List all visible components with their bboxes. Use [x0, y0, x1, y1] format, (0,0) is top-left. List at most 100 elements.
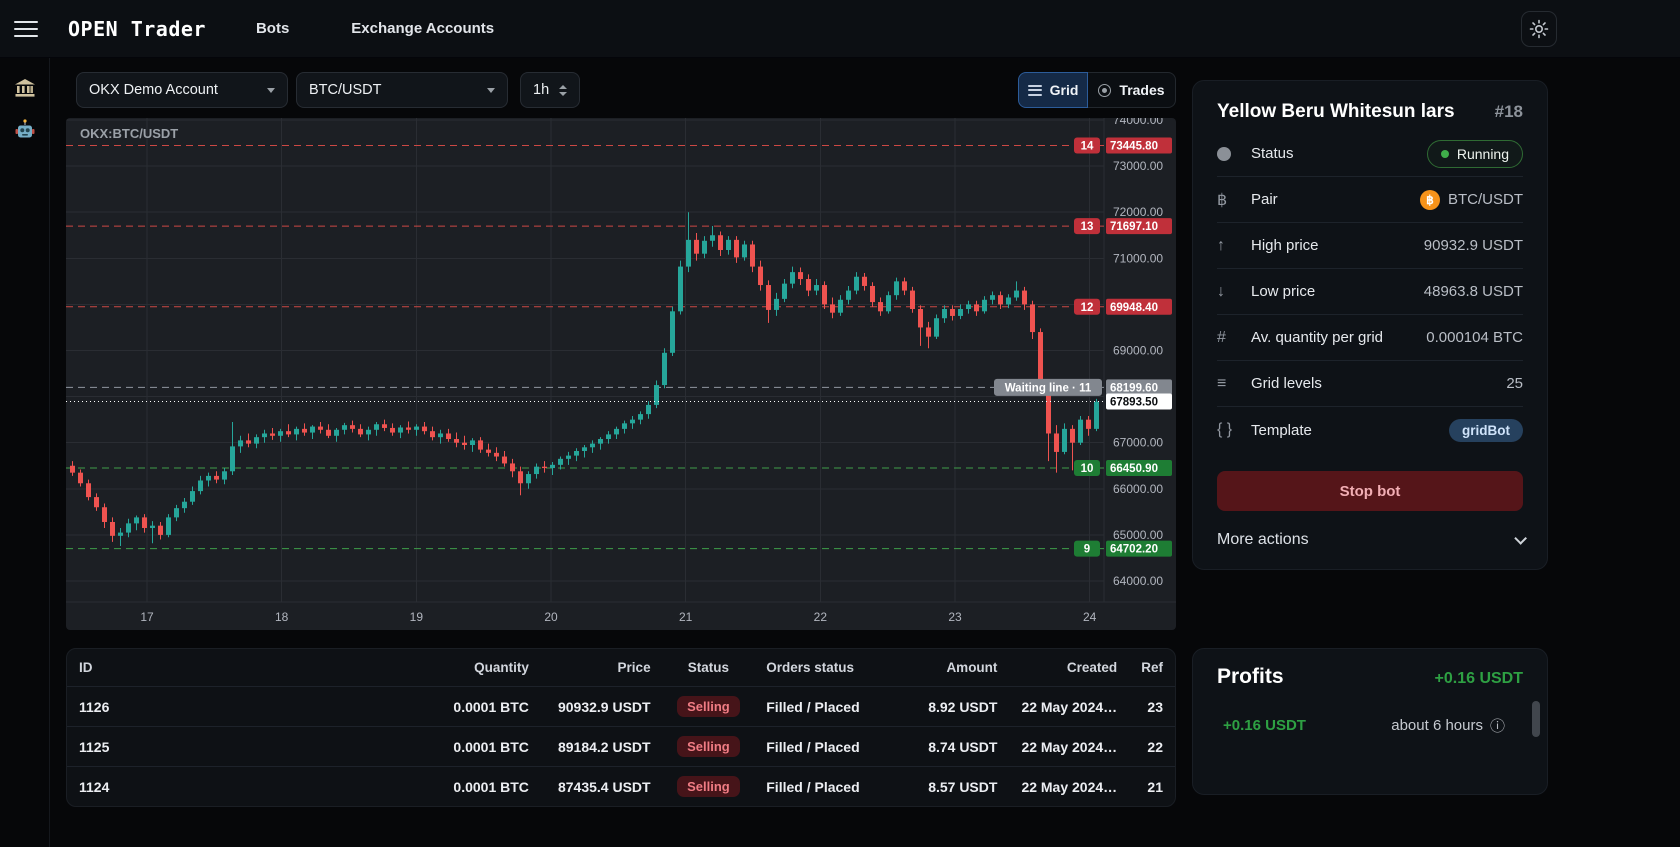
order-row[interactable]: 1125 0.0001 BTC 89184.2 USDT Selling Fil… — [67, 726, 1175, 767]
bot-row-template: { } Template gridBot — [1217, 407, 1523, 453]
order-amount: 8.92 USDT — [898, 686, 1010, 727]
low-price-value: 48963.8 USDT — [1423, 283, 1523, 300]
svg-text:69948.40: 69948.40 — [1110, 302, 1158, 314]
order-orders-status: Filled / Placed — [754, 686, 899, 727]
ordered-list-icon: ≡ — [1217, 374, 1227, 392]
order-orders-status: Filled / Placed — [754, 726, 899, 767]
svg-text:17: 17 — [140, 610, 154, 624]
chart-controls: OKX Demo Account BTC/USDT 1h Grid Trades — [76, 72, 1176, 108]
running-status-badge: Running — [1426, 139, 1523, 168]
svg-text:20: 20 — [544, 610, 558, 624]
bot-row-pair: ฿ Pair ฿ BTC/USDT — [1217, 177, 1523, 223]
svg-text:73445.80: 73445.80 — [1110, 141, 1158, 153]
svg-text:18: 18 — [275, 610, 289, 624]
order-price: 90932.9 USDT — [540, 686, 663, 727]
candlestick-chart[interactable]: 74000.00 73000.00 72000.00 71000.00 69000.00… — [66, 118, 1176, 630]
profits-total: +0.16 USDT — [1434, 670, 1523, 687]
bitcoin-icon: ฿ — [1217, 191, 1228, 209]
col-amount: Amount — [946, 660, 998, 675]
order-amount: 8.57 USDT — [898, 766, 1010, 806]
svg-text:23: 23 — [948, 610, 962, 624]
bots-robot-icon[interactable] — [13, 118, 37, 142]
exchange-accounts-bank-icon[interactable] — [13, 76, 37, 100]
view-toggle-grid[interactable]: Grid — [1018, 72, 1088, 108]
order-row[interactable]: 1126 0.0001 BTC 90932.9 USDT Selling Fil… — [67, 686, 1175, 727]
interval-stepper[interactable]: 1h — [520, 72, 580, 108]
order-id: 1125 — [67, 726, 413, 767]
orders-header-row: ID Quantity Price Status Orders status A… — [67, 649, 1175, 687]
order-orders-status: Filled / Placed — [754, 766, 899, 806]
svg-text:19: 19 — [410, 610, 424, 624]
radio-target-icon — [1098, 83, 1112, 97]
bot-row-status: Status Running — [1217, 131, 1523, 177]
stepper-arrows-icon[interactable] — [559, 84, 567, 96]
info-icon[interactable]: ⓘ — [1489, 718, 1505, 735]
bot-row-high-price: ↑ High price 90932.9 USDT — [1217, 223, 1523, 269]
bot-row-low-price: ↓ Low price 48963.8 USDT — [1217, 269, 1523, 315]
chevron-down-icon — [1514, 531, 1527, 545]
bot-id: #18 — [1494, 102, 1523, 121]
order-price: 89184.2 USDT — [540, 726, 663, 767]
svg-text:72000.00: 72000.00 — [1113, 205, 1163, 219]
orders-table-panel: ID Quantity Price Status Orders status A… — [66, 648, 1176, 807]
nav-item-bots[interactable]: Bots — [255, 20, 290, 37]
order-ref: 21 — [1129, 766, 1175, 806]
chart-symbol-label: OKX:BTC/USDT — [80, 126, 179, 141]
app-logo[interactable]: OPEN Trader — [68, 16, 206, 41]
order-quantity: 0.0001 BTC — [412, 766, 541, 806]
order-price: 87435.4 USDT — [540, 766, 663, 806]
menu-icon[interactable] — [14, 20, 38, 37]
left-sidebar — [0, 58, 50, 847]
col-orders-status: Orders status — [766, 660, 855, 675]
grid-toggle-label: Grid — [1049, 82, 1079, 98]
av-quantity-value: 0.000104 BTC — [1426, 329, 1523, 346]
bot-title: Yellow Beru Whitesun lars — [1217, 101, 1455, 122]
arrow-down-icon: ↓ — [1217, 282, 1225, 300]
theme-toggle-button[interactable] — [1521, 11, 1557, 47]
svg-text:66000.00: 66000.00 — [1113, 482, 1163, 496]
btc-coin-icon: ฿ — [1420, 189, 1440, 210]
profit-amount: +0.16 USDT — [1223, 717, 1306, 734]
profit-entry-row: +0.16 USDT about 6 hours ⓘ — [1217, 715, 1523, 736]
high-price-value: 90932.9 USDT — [1423, 237, 1523, 254]
svg-text:14: 14 — [1081, 141, 1094, 153]
view-toggle-trades[interactable]: Trades — [1088, 72, 1176, 108]
stop-bot-button[interactable]: Stop bot — [1217, 471, 1523, 511]
more-actions-toggle[interactable]: More actions — [1217, 531, 1527, 549]
profits-scrollbar[interactable] — [1532, 701, 1540, 781]
order-created: 22 May 2024… — [1009, 766, 1130, 806]
hash-icon: # — [1217, 328, 1226, 346]
order-row[interactable]: 1124 0.0001 BTC 87435.4 USDT Selling Fil… — [67, 766, 1175, 806]
svg-text:66450.90: 66450.90 — [1110, 463, 1158, 475]
svg-text:Waiting line · 11: Waiting line · 11 — [1005, 382, 1092, 394]
grid-lines-icon — [1027, 84, 1042, 96]
order-id: 1124 — [67, 766, 413, 806]
pair-select[interactable]: BTC/USDT — [296, 72, 508, 108]
order-quantity: 0.0001 BTC — [412, 726, 541, 767]
green-dot-icon — [1440, 149, 1449, 158]
status-badge: Selling — [677, 696, 740, 717]
profits-panel: Profits +0.16 USDT +0.16 USDT about 6 ho… — [1192, 648, 1548, 795]
nav-item-exchange-accounts[interactable]: Exchange Accounts — [351, 20, 495, 37]
col-created: Created — [1066, 660, 1118, 675]
profits-title: Profits — [1217, 665, 1284, 688]
right-column: Yellow Beru Whitesun lars #18 Status Run… — [1192, 58, 1548, 847]
main-content: OKX Demo Account BTC/USDT 1h Grid Trades… — [66, 58, 1176, 847]
bot-details-panel: Yellow Beru Whitesun lars #18 Status Run… — [1192, 80, 1548, 570]
order-created: 22 May 2024… — [1009, 686, 1130, 727]
account-select[interactable]: OKX Demo Account — [76, 72, 288, 108]
svg-text:74000.00: 74000.00 — [1113, 118, 1163, 127]
svg-text:12: 12 — [1081, 302, 1094, 314]
trades-toggle-label: Trades — [1119, 82, 1165, 98]
svg-text:67893.50: 67893.50 — [1110, 397, 1158, 409]
scrollbar-thumb — [1532, 701, 1540, 737]
col-price: Price — [617, 660, 651, 675]
bot-row-av-quantity: # Av. quantity per grid 0.000104 BTC — [1217, 315, 1523, 361]
braces-icon: { } — [1217, 421, 1233, 438]
order-amount: 8.74 USDT — [898, 726, 1010, 767]
svg-text:64702.20: 64702.20 — [1110, 544, 1158, 556]
interval-value: 1h — [533, 82, 550, 98]
svg-text:71697.10: 71697.10 — [1110, 221, 1158, 233]
svg-text:69000.00: 69000.00 — [1113, 344, 1163, 358]
chevron-down-icon — [487, 87, 495, 93]
